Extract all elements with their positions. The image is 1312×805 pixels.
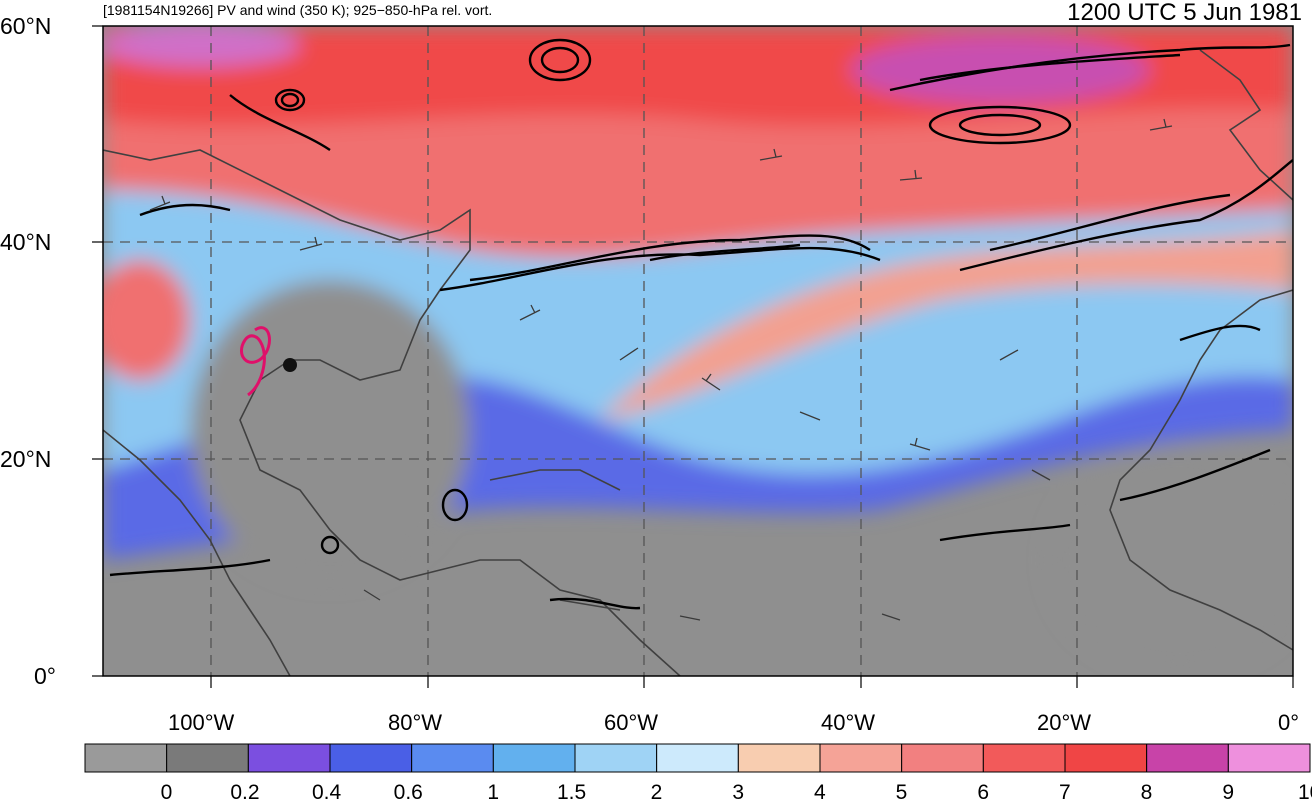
- wind-barbs: [149, 118, 1173, 621]
- lat-label-eq: 0°: [34, 663, 56, 689]
- colorbar-label: 4: [814, 781, 826, 804]
- colorbar-swatch: [84, 743, 168, 773]
- colorbar-swatch: [1064, 743, 1148, 773]
- colorbar-swatch: [166, 743, 249, 773]
- lat-ticks: [92, 25, 103, 677]
- colorbar-swatch: [656, 743, 739, 773]
- pv-pink-tongue: [600, 230, 1293, 420]
- colorbar-label: 0.2: [230, 781, 260, 804]
- colorbar-label: 10: [1298, 781, 1312, 804]
- colorbar-swatch: [737, 743, 821, 773]
- colorbar-label: 0.6: [393, 781, 423, 804]
- colorbar-label: 5: [895, 781, 908, 804]
- lat-label-20n: 20°N: [0, 446, 52, 472]
- lon-label-80w: 80°W: [388, 710, 443, 735]
- lat-label-40n: 40°N: [0, 229, 52, 255]
- colorbar-label: 7: [1059, 781, 1071, 804]
- pv-magenta-west: [103, 26, 300, 67]
- lat-label-60n: 60°N: [0, 13, 52, 39]
- colorbar-label: 1: [487, 781, 500, 804]
- colorbar-label: 3: [732, 781, 745, 804]
- colorbar-label: 0: [160, 781, 173, 804]
- colorbar-label: 0.4: [312, 781, 342, 804]
- colorbar-label: 1.5: [557, 781, 587, 804]
- lon-label-100w: 100°W: [168, 710, 235, 735]
- colorbar-label: 2: [650, 781, 663, 804]
- colorbar-label: 8: [1140, 781, 1153, 804]
- pv-anticyclone-gulf: [190, 280, 470, 580]
- lon-label-20w: 20°W: [1037, 710, 1092, 735]
- coastlines: [103, 49, 1293, 676]
- lon-label-60w: 60°W: [604, 710, 659, 735]
- lon-ticks: [210, 676, 1294, 688]
- colorbar-label: 6: [977, 781, 990, 804]
- colorbar-swatch: [901, 743, 984, 773]
- figure-title-right: 1200 UTC 5 Jun 1981: [1067, 0, 1302, 26]
- pv-field: [103, 26, 1293, 676]
- colorbar: [84, 743, 1311, 773]
- colorbar-swatch: [1227, 743, 1311, 773]
- lon-label-40w: 40°W: [821, 710, 876, 735]
- tc-center-marker: [283, 358, 297, 372]
- colorbar-swatch: [247, 743, 331, 773]
- colorbar-swatch: [982, 743, 1066, 773]
- colorbar-swatch: [574, 743, 658, 773]
- colorbar-swatch: [329, 743, 413, 773]
- vorticity-contours: [109, 38, 1293, 610]
- tc-vorticity-contour: [239, 326, 271, 397]
- colorbar-swatch: [819, 743, 903, 773]
- figure-title-left: [1981154N19266] PV and wind (350 K); 925…: [103, 2, 493, 18]
- map-frame: [102, 25, 1294, 677]
- pv-red-sw: [103, 260, 190, 380]
- pv-africa-low: [1050, 450, 1293, 670]
- colorbar-swatch: [492, 743, 576, 773]
- colorbar-swatch: [411, 743, 494, 773]
- lon-label-0: 0°: [1278, 710, 1300, 735]
- colorbar-swatch: [1146, 743, 1229, 773]
- colorbar-label: 9: [1222, 781, 1235, 804]
- graticule: [103, 26, 1293, 676]
